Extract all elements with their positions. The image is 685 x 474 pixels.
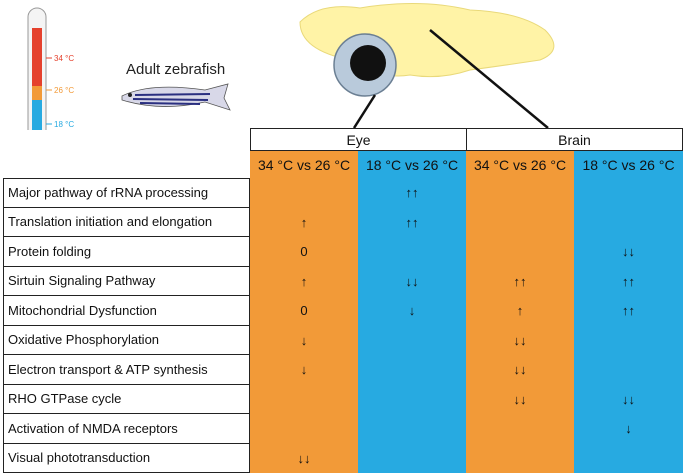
cell-value — [250, 384, 358, 414]
cell-value — [358, 355, 466, 385]
row-label: Electron transport & ATP synthesis — [3, 355, 250, 385]
cell-value — [574, 355, 683, 385]
row-label: RHO GTPase cycle — [3, 384, 250, 414]
cell-value: ↑ — [466, 296, 574, 326]
row-label: Protein folding — [3, 237, 250, 267]
thermo-red — [32, 28, 42, 86]
cell-value — [574, 443, 683, 473]
cell-value: ↑↑ — [358, 178, 466, 208]
row-label: Major pathway of rRNA processing — [3, 178, 250, 208]
row-label: Oxidative Phosphorylation — [3, 325, 250, 355]
cell-value: ↓↓ — [574, 384, 683, 414]
cell-value — [466, 207, 574, 237]
caption: Adult zebrafish — [126, 61, 225, 78]
cell-value: ↓↓ — [466, 384, 574, 414]
cell-value: ↑↑ — [358, 207, 466, 237]
cell-value: ↓ — [358, 296, 466, 326]
cell-value — [358, 384, 466, 414]
cell-value — [358, 443, 466, 473]
cell-value: ↓↓ — [358, 266, 466, 296]
row-label: Mitochondrial Dysfunction — [3, 296, 250, 326]
pupil — [350, 45, 386, 81]
cell-value — [358, 237, 466, 267]
cell-value: ↓↓ — [574, 237, 683, 267]
illustration: 34 °C 26 °C 18 °C Adult zebrafish — [27, 2, 555, 130]
cell-value: ↓ — [250, 355, 358, 385]
cell-value: ↓ — [574, 414, 683, 444]
cell-value — [250, 414, 358, 444]
column-header: 34 °C vs 26 °C — [466, 151, 574, 178]
column-header: 18 °C vs 26 °C — [358, 151, 466, 178]
cell-value: ↓↓ — [466, 355, 574, 385]
cell-value: ↓↓ — [250, 443, 358, 473]
thermo-blue — [32, 100, 42, 130]
temp-label: 34 °C — [54, 54, 74, 63]
cell-value: ↑ — [250, 266, 358, 296]
cell-value — [466, 443, 574, 473]
temp-label: 26 °C — [54, 86, 74, 95]
cell-value: ↑↑ — [466, 266, 574, 296]
cell-value — [250, 178, 358, 208]
cell-value: ↑↑ — [574, 296, 683, 326]
column-header: 18 °C vs 26 °C — [574, 151, 683, 178]
cell-value: ↑↑ — [574, 266, 683, 296]
fish — [121, 83, 231, 111]
cell-value — [466, 237, 574, 267]
column-header: 34 °C vs 26 °C — [250, 151, 358, 178]
cell-value — [466, 178, 574, 208]
cell-value — [574, 178, 683, 208]
row-label: Visual phototransduction — [3, 443, 250, 473]
group-header: Eye — [250, 128, 467, 151]
row-label: Sirtuin Signaling Pathway — [3, 266, 250, 296]
cell-value — [574, 207, 683, 237]
cell-value — [574, 325, 683, 355]
cell-value: ↑ — [250, 207, 358, 237]
cell-value — [466, 414, 574, 444]
temp-label: 18 °C — [54, 120, 74, 129]
thermo-orange — [32, 86, 42, 100]
row-label: Translation initiation and elongation — [3, 207, 250, 237]
cell-value: 0 — [250, 296, 358, 326]
cell-value — [358, 325, 466, 355]
cell-value — [358, 414, 466, 444]
cell-value: 0 — [250, 237, 358, 267]
cell-value: ↓↓ — [466, 325, 574, 355]
cell-value: ↓ — [250, 325, 358, 355]
row-label: Activation of NMDA receptors — [3, 414, 250, 444]
group-header: Brain — [466, 128, 683, 151]
